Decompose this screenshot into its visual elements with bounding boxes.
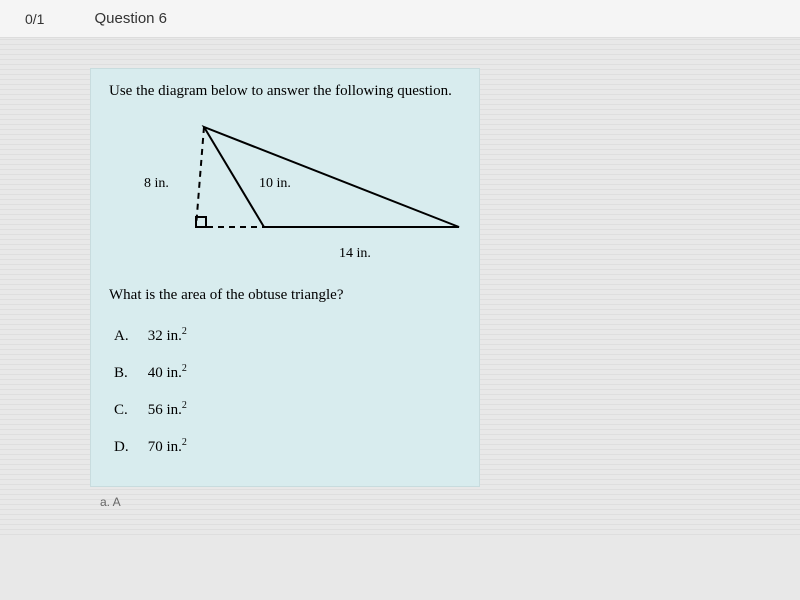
option-sup: 2 (182, 437, 187, 448)
option-value: 32 in. (148, 328, 182, 344)
triangle (204, 127, 459, 227)
height-dash-line (196, 127, 204, 227)
base-label: 14 in. (339, 246, 371, 261)
option-letter: C. (114, 402, 144, 419)
option-value: 40 in. (148, 365, 182, 381)
hypotenuse-label: 10 in. (259, 176, 291, 191)
height-label: 8 in. (144, 176, 169, 191)
question-title: Question 6 (94, 10, 167, 27)
option-sup: 2 (182, 326, 187, 337)
answer-label: a. A (100, 495, 710, 509)
option-letter: B. (114, 365, 144, 382)
content-area: Use the diagram below to answer the foll… (0, 38, 800, 539)
prompt-text: Use the diagram below to answer the foll… (109, 81, 461, 102)
option-letter: A. (114, 328, 144, 345)
question-text: What is the area of the obtuse triangle? (109, 287, 461, 304)
option-c[interactable]: C. 56 in.2 (114, 400, 461, 419)
header-bar: 0/1 Question 6 (0, 0, 800, 38)
option-sup: 2 (182, 363, 187, 374)
option-sup: 2 (182, 400, 187, 411)
options-list: A. 32 in.2 B. 40 in.2 C. 56 in.2 D. 70 i… (114, 326, 461, 456)
option-a[interactable]: A. 32 in.2 (114, 326, 461, 345)
option-letter: D. (114, 439, 144, 456)
option-value: 56 in. (148, 402, 182, 418)
question-box: Use the diagram below to answer the foll… (90, 68, 480, 487)
option-b[interactable]: B. 40 in.2 (114, 363, 461, 382)
triangle-diagram: 8 in. 10 in. 14 in. (109, 117, 469, 277)
option-value: 70 in. (148, 439, 182, 455)
score-text: 0/1 (25, 11, 44, 27)
diagram-svg: 8 in. 10 in. 14 in. (109, 117, 469, 277)
option-d[interactable]: D. 70 in.2 (114, 437, 461, 456)
